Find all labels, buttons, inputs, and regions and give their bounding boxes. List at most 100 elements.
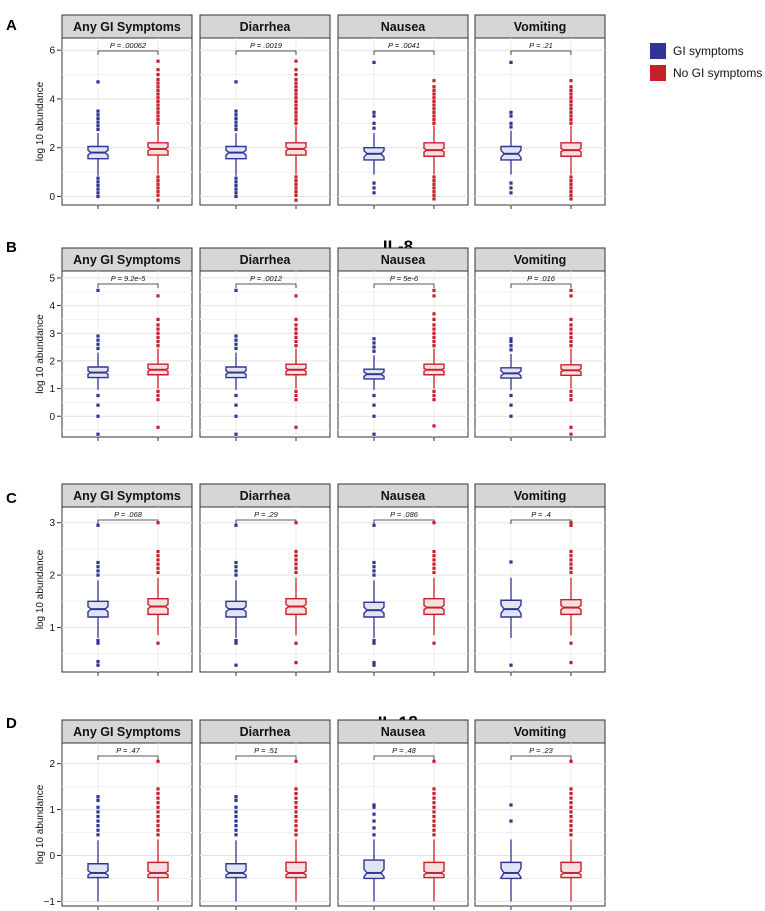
outlier-point-gi <box>509 60 513 64</box>
outlier-point-no-gi <box>569 819 573 823</box>
significance-bracket <box>373 283 435 288</box>
facet-label-nausea: Nausea <box>381 725 427 739</box>
outlier-point-no-gi <box>294 554 298 558</box>
outlier-point-no-gi <box>156 68 160 72</box>
outlier-point-gi <box>234 80 238 84</box>
outlier-point-no-gi <box>432 88 436 93</box>
outlier-point-gi <box>96 810 100 814</box>
facet-label-any-gi-symptoms: Any GI Symptoms <box>73 253 181 267</box>
y-tick-label: 2 <box>49 356 55 367</box>
outlier-point-gi <box>372 641 376 645</box>
outlier-point-gi <box>372 638 376 643</box>
outlier-point-gi <box>96 641 100 645</box>
outlier-point-no-gi <box>156 805 160 809</box>
outlier-point-no-gi <box>156 99 160 103</box>
outlier-point-no-gi <box>432 641 436 645</box>
facet-label-any-gi-symptoms: Any GI Symptoms <box>73 489 181 503</box>
outlier-point-gi <box>372 345 376 349</box>
facet-plot-area <box>337 37 469 206</box>
outlier-point-no-gi <box>294 393 298 398</box>
outlier-point-gi <box>96 819 100 823</box>
outlier-point-gi <box>372 186 376 190</box>
outlier-point-no-gi <box>294 398 298 402</box>
outlier-point-no-gi <box>294 833 298 837</box>
outlier-point-no-gi <box>156 327 160 331</box>
outlier-point-gi <box>96 573 100 577</box>
outlier-point-gi <box>509 186 513 190</box>
outlier-point-no-gi <box>432 103 436 107</box>
facet-label-vomiting: Vomiting <box>514 489 567 503</box>
outlier-point-no-gi <box>156 335 160 339</box>
outlier-point-gi <box>96 414 100 418</box>
outlier-point-no-gi <box>294 641 298 645</box>
outlier-point-gi <box>234 187 238 191</box>
p-value-label: P = 5e-6 <box>390 274 419 283</box>
outlier-point-no-gi <box>432 339 436 344</box>
outlier-point-no-gi <box>569 79 573 83</box>
outlier-point-gi <box>372 432 376 436</box>
outlier-point-no-gi <box>294 323 298 327</box>
outlier-point-no-gi <box>156 824 160 828</box>
outlier-point-no-gi <box>156 393 160 398</box>
outlier-point-no-gi <box>294 189 298 194</box>
outlier-point-no-gi <box>156 107 160 111</box>
facet-plot-area <box>199 270 331 438</box>
p-value-label: P = .48 <box>392 746 417 755</box>
facet-plot-area <box>61 270 193 438</box>
outlier-point-no-gi <box>569 103 573 107</box>
outlier-point-no-gi <box>569 566 573 570</box>
outlier-point-no-gi <box>569 554 573 558</box>
outlier-point-no-gi <box>294 805 298 809</box>
outlier-point-no-gi <box>569 96 573 100</box>
y-tick-label: 3 <box>49 329 55 340</box>
outlier-point-no-gi <box>156 566 160 570</box>
outlier-point-no-gi <box>569 323 573 327</box>
outlier-point-no-gi <box>294 182 298 186</box>
outlier-point-gi <box>234 127 238 132</box>
facet-plot-area <box>199 37 331 206</box>
outlier-point-no-gi <box>432 92 436 96</box>
outlier-point-no-gi <box>294 110 298 114</box>
outlier-point-no-gi <box>156 796 160 800</box>
outlier-point-no-gi <box>569 521 573 525</box>
outlier-point-no-gi <box>294 796 298 800</box>
y-tick-label: 4 <box>49 301 55 312</box>
p-value-label: P = .086 <box>390 510 419 519</box>
box-gi <box>500 861 522 880</box>
outlier-point-gi <box>234 810 238 814</box>
outlier-point-gi <box>96 334 100 338</box>
outlier-point-no-gi <box>569 118 573 122</box>
outlier-point-gi <box>372 663 376 667</box>
y-axis-label-c: log 10 abundance <box>35 549 46 629</box>
outlier-point-no-gi <box>294 801 298 805</box>
outlier-point-no-gi <box>569 787 573 791</box>
outlier-point-gi <box>372 523 376 527</box>
significance-bracket <box>373 755 435 760</box>
outlier-point-gi <box>509 393 513 398</box>
y-tick-label: 1 <box>49 805 55 816</box>
outlier-point-no-gi <box>432 562 436 566</box>
significance-bracket <box>235 283 297 288</box>
y-tick-label: 2 <box>49 143 55 154</box>
outlier-point-no-gi <box>156 121 160 125</box>
outlier-point-gi <box>234 828 238 832</box>
significance-bracket <box>510 755 572 760</box>
outlier-point-no-gi <box>432 118 436 122</box>
panel-letter-b: B <box>6 239 17 256</box>
outlier-point-no-gi <box>156 344 160 348</box>
outlier-point-gi <box>372 414 376 418</box>
outlier-point-no-gi <box>432 549 436 554</box>
p-value-label: P = .21 <box>529 41 553 50</box>
facet-plot-area <box>199 506 331 673</box>
outlier-point-no-gi <box>294 558 298 562</box>
box-gi <box>87 863 109 879</box>
outlier-point-no-gi <box>156 81 160 85</box>
outlier-point-no-gi <box>156 103 160 107</box>
outlier-point-no-gi <box>432 805 436 809</box>
outlier-point-no-gi <box>294 566 298 570</box>
outlier-point-gi <box>234 124 238 128</box>
outlier-point-gi <box>509 344 513 348</box>
outlier-point-gi <box>96 183 100 188</box>
outlier-point-no-gi <box>569 344 573 348</box>
outlier-point-gi <box>96 523 100 527</box>
